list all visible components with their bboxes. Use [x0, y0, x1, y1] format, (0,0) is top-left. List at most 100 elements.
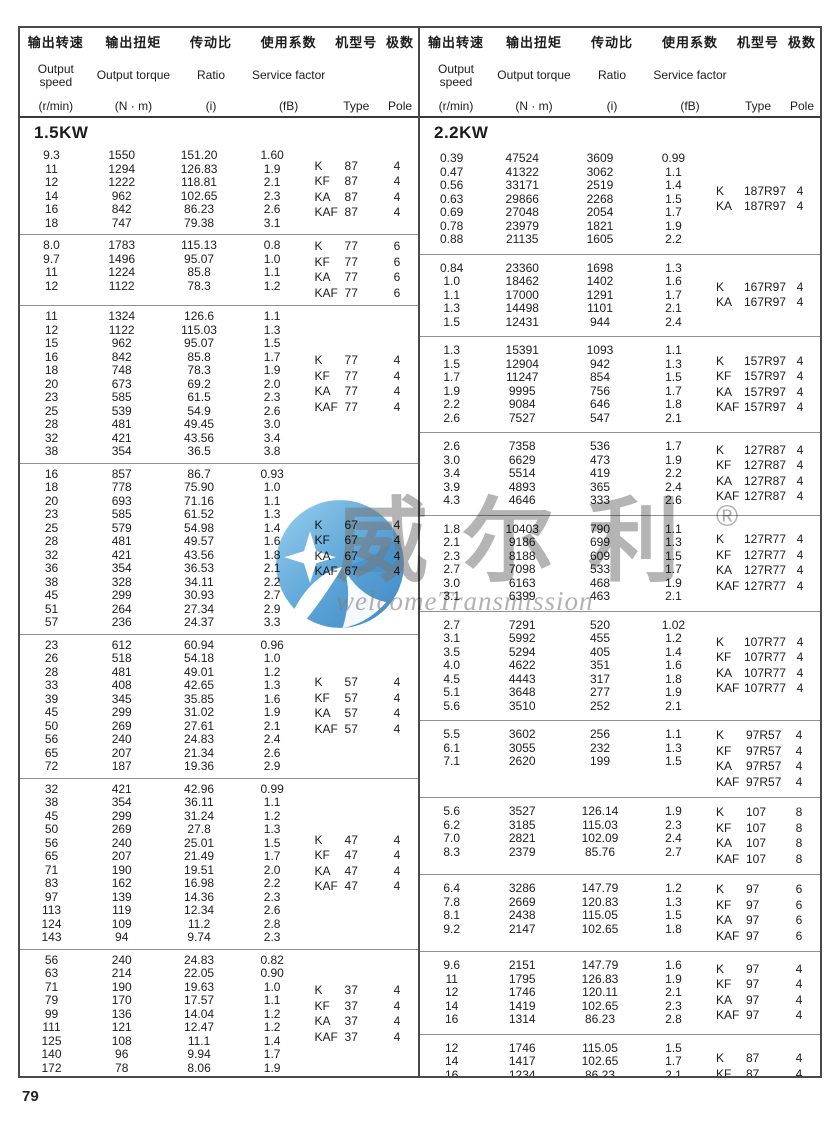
- ratio-cell: 54.18: [184, 651, 215, 665]
- speed-cell: 23: [44, 390, 59, 404]
- torque-cell: 299: [111, 588, 132, 602]
- header-label-cn: 输出转速: [427, 35, 484, 50]
- torque-cell: 108: [111, 1033, 132, 1048]
- type-model: 127R87: [743, 489, 787, 504]
- ratio-cell: 126.14: [581, 804, 619, 818]
- type-prefix: KA: [716, 199, 733, 214]
- type-row: KA 107R77 4: [708, 666, 820, 682]
- type-row: KA 77 6: [307, 270, 418, 286]
- ratio-cell: 71.16: [184, 493, 215, 508]
- fb-cell: 1.7: [263, 349, 281, 364]
- header-unit: Type: [744, 99, 771, 113]
- ratio-cell: 54.9: [187, 403, 211, 418]
- table-row: 2.7 7291 520 1.02: [420, 618, 708, 633]
- fb-cell: 1.6: [665, 958, 682, 972]
- speed-cell: 9.7: [43, 251, 60, 266]
- spec-block: 8.0 1783 115.13 0.8 9.7 1496 95.07 1.0 11 1224 85.…: [20, 234, 418, 305]
- ratio-cell: 16.98: [184, 876, 215, 890]
- fb-cell: 1.6: [263, 534, 281, 548]
- ratio-cell: 78.3: [187, 363, 211, 377]
- fb-cell: 0.93: [260, 466, 284, 481]
- fb-cell: 2.9: [263, 601, 281, 616]
- ratio-cell: 60.94: [184, 637, 215, 652]
- speed-cell: 1.1: [443, 287, 461, 302]
- ratio-cell: 1402: [586, 274, 614, 288]
- table-row: 28 481 49.01 1.2: [20, 665, 307, 680]
- type-row: K 107R77 4: [708, 635, 820, 651]
- torque-cell: 842: [111, 349, 132, 364]
- table-row: 7.0 2821 102.09 2.4: [420, 831, 708, 846]
- ratio-cell: 9.94: [187, 1047, 211, 1061]
- table-row: 3.0 6629 473 1.9: [420, 452, 708, 468]
- speed-cell: 16: [445, 1067, 459, 1076]
- fb-cell: 1.6: [263, 691, 281, 706]
- torque-cell: 2151: [508, 958, 536, 972]
- table-row: 12 1122 78.3 1.2: [20, 278, 307, 294]
- torque-cell: 1783: [108, 238, 136, 252]
- table-row: 1.5 12904 942 1.3: [420, 357, 708, 372]
- type-model: 87: [746, 1066, 760, 1077]
- table-row: 14 1417 102.65 1.7: [420, 1054, 708, 1069]
- torque-cell: 2438: [508, 908, 536, 922]
- type-pole-group: K 47 4 KF 47 4 KA 47 4 KAF 47 4: [307, 783, 418, 945]
- ratio-cell: 11.1: [187, 1033, 211, 1048]
- torque-cell: 6629: [508, 452, 536, 467]
- ratio-cell: 17.57: [184, 993, 215, 1007]
- fb-cell: 1.5: [665, 191, 682, 206]
- speed-cell: 3.1: [443, 589, 461, 603]
- fb-cell: 2.4: [263, 732, 281, 746]
- type-model: 127R87: [743, 442, 787, 457]
- ratio-cell: 49.57: [184, 534, 215, 548]
- fb-cell: 1.3: [665, 894, 682, 909]
- numeric-rows: 5.5 3602 256 1.1 6.1 3055 232 1.3 7.1 2620 199 1.5: [420, 727, 708, 790]
- fb-cell: 1.9: [665, 218, 682, 233]
- type-row: K 67 4: [307, 518, 418, 534]
- pole-cell: 4: [393, 353, 401, 368]
- ratio-cell: 78.3: [187, 278, 211, 293]
- type-row: KF 57 4: [307, 691, 418, 707]
- table-row: 25 539 54.9 2.6: [20, 403, 307, 419]
- ratio-cell: 43.56: [184, 430, 215, 445]
- pole-cell: 4: [393, 548, 401, 563]
- type-row: KAF 127R87 4: [708, 489, 820, 505]
- ratio-cell: 69.2: [187, 376, 211, 391]
- numeric-rows: 9.3 1550 151.20 1.60 11 1294 126.83 1.9 12 1222 11…: [20, 148, 307, 230]
- pole-cell: 4: [393, 384, 401, 399]
- type-prefix: KA: [716, 836, 733, 850]
- type-model: 47: [344, 879, 358, 893]
- type-row: KAF 77 4: [307, 400, 418, 416]
- torque-cell: 1314: [508, 1012, 536, 1026]
- type-row: KF 97 6: [708, 898, 820, 914]
- speed-cell: 25: [44, 403, 59, 418]
- fb-cell: 1.9: [665, 804, 682, 818]
- numeric-rows: 2.7 7291 520 1.02 3.1 5992 455 1.2 3.5 5294 405 1.4…: [420, 618, 708, 714]
- header-label-cn: 输出扭矩: [505, 35, 562, 50]
- speed-cell: 5.1: [443, 685, 461, 699]
- speed-cell: 4.3: [443, 493, 461, 507]
- torque-cell: 240: [111, 952, 132, 967]
- table-row: 26 518 54.18 1.0: [20, 651, 307, 666]
- torque-cell: 3510: [508, 698, 536, 713]
- type-pole-group: K 97 6 KF 97 6 KA 97 6 KAF 97 6: [708, 882, 820, 944]
- torque-cell: 585: [111, 390, 132, 404]
- table-row: 97 139 14.36 2.3: [20, 890, 307, 905]
- ratio-cell: 36.5: [187, 444, 211, 458]
- fb-cell: 2.4: [665, 314, 682, 329]
- pole-cell: 4: [795, 992, 803, 1007]
- torque-cell: 481: [111, 534, 132, 548]
- ratio-cell: 756: [589, 383, 610, 398]
- ratio-cell: 12.47: [184, 1020, 215, 1034]
- torque-cell: 7527: [508, 410, 536, 425]
- type-prefix: KAF: [314, 1029, 338, 1044]
- torque-cell: 190: [111, 862, 132, 877]
- pole-cell: 6: [393, 270, 401, 284]
- speed-cell: 9.3: [43, 148, 60, 162]
- ratio-cell: 115.03: [181, 322, 217, 337]
- torque-cell: 11247: [505, 370, 539, 384]
- section-title: 2.2KW: [434, 123, 489, 142]
- type-row: KF 127R87 4: [708, 458, 820, 474]
- spec-block: 5.5 3602 256 1.1 6.1 3055 232 1.3 7.1 2620 199 1.5 K…: [420, 720, 820, 797]
- speed-cell: 3.5: [443, 644, 461, 659]
- torque-cell: 1122: [108, 322, 135, 337]
- type-row: K 97 4: [708, 962, 820, 978]
